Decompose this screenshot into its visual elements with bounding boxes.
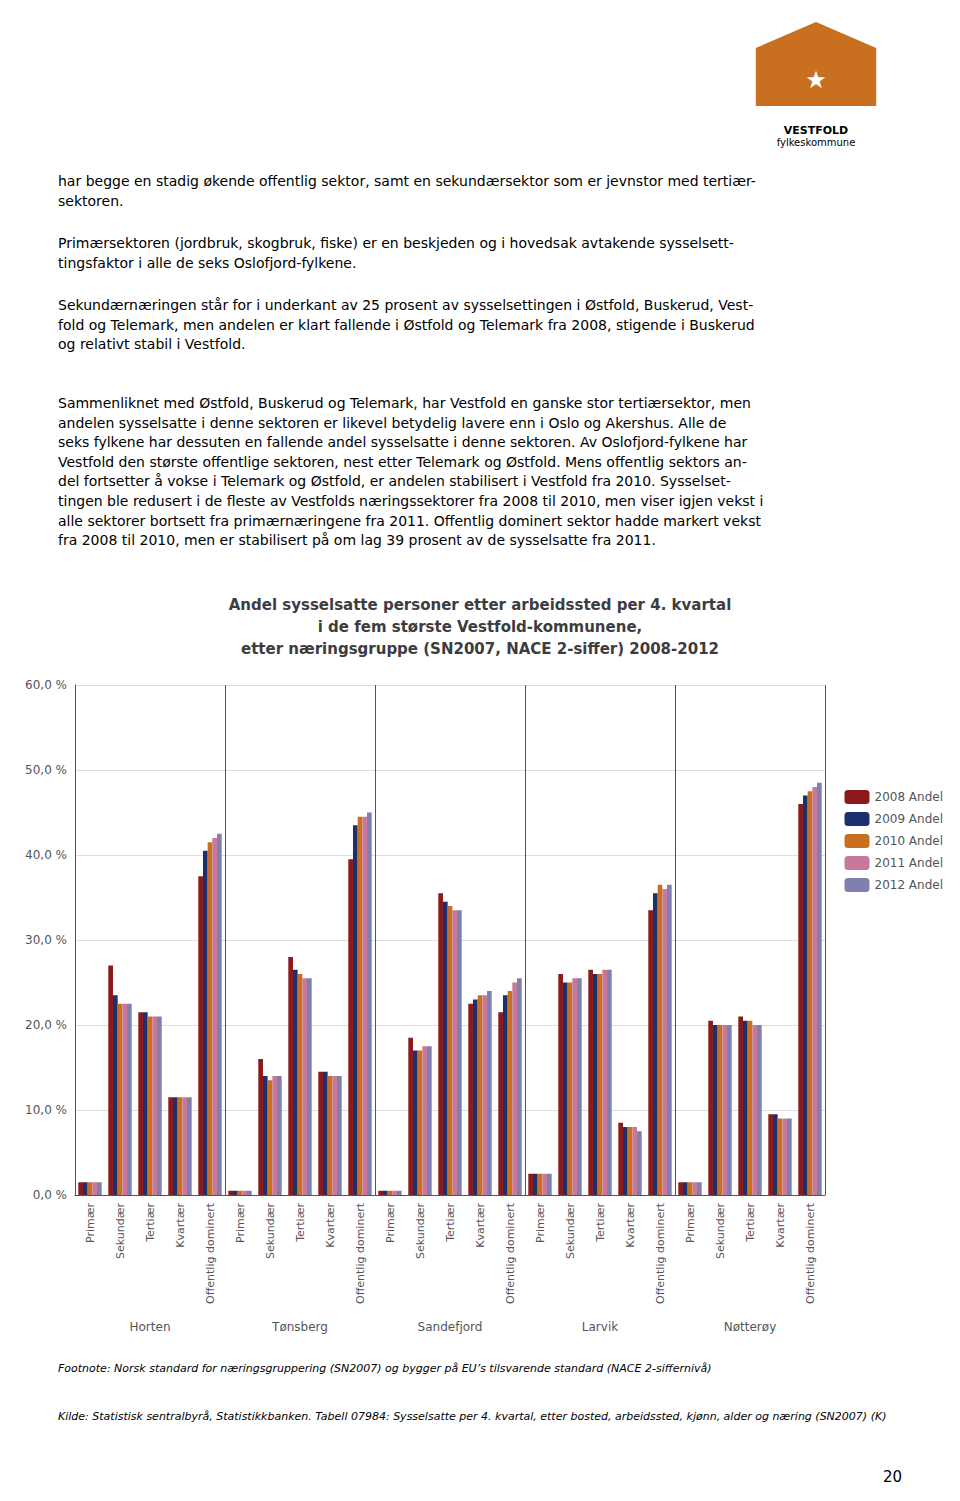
html-text:Sekundærnæringen står for i un: Sekundærnæringen står for i underkant av…	[58, 297, 755, 353]
svg-text:Sandefjord: Sandefjord	[418, 1320, 483, 1334]
svg-text:Horten: Horten	[130, 1320, 171, 1334]
svg-text:2011 Andel: 2011 Andel	[874, 856, 943, 870]
svg-text:Tertiær: Tertiær	[744, 1203, 757, 1243]
svg-text:Andel sysselsatte personer ett: Andel sysselsatte personer etter arbeids…	[229, 596, 732, 614]
svg-text:Offentlig dominert: Offentlig dominert	[654, 1202, 667, 1304]
svg-text:30,0 %: 30,0 %	[25, 933, 67, 947]
svg-text:20,0 %: 20,0 %	[25, 1018, 67, 1032]
svg-text:Primær: Primær	[234, 1203, 247, 1244]
svg-text:Sekundær: Sekundær	[264, 1203, 277, 1260]
html-text:Footnote: Norsk standard for n: Footnote: Norsk standard for næringsgrup…	[58, 1362, 712, 1375]
svg-text:0,0 %: 0,0 %	[33, 1188, 67, 1202]
svg-text:60,0 %: 60,0 %	[25, 678, 67, 692]
svg-text:Tertiær: Tertiær	[144, 1203, 157, 1243]
html-text:20: 20	[882, 1468, 902, 1486]
svg-text:★: ★	[805, 66, 827, 94]
svg-text:2008 Andel: 2008 Andel	[874, 790, 943, 804]
svg-text:Sekundær: Sekundær	[114, 1203, 127, 1260]
svg-text:Kvartær: Kvartær	[624, 1203, 637, 1248]
svg-text:Tønsberg: Tønsberg	[271, 1320, 328, 1334]
svg-text:i de fem største Vestfold-komm: i de fem største Vestfold-kommunene,	[318, 618, 643, 636]
svg-text:Offentlig dominert: Offentlig dominert	[204, 1202, 217, 1304]
svg-text:Offentlig dominert: Offentlig dominert	[354, 1202, 367, 1304]
svg-text:Sekundær: Sekundær	[714, 1203, 727, 1260]
svg-text:Primær: Primær	[534, 1203, 547, 1244]
svg-text:Kvartær: Kvartær	[474, 1203, 487, 1248]
svg-text:2012 Andel: 2012 Andel	[874, 878, 943, 892]
svg-text:2010 Andel: 2010 Andel	[874, 834, 943, 848]
svg-text:50,0 %: 50,0 %	[25, 763, 67, 777]
svg-text:Primær: Primær	[384, 1203, 397, 1244]
svg-text:40,0 %: 40,0 %	[25, 848, 67, 862]
html-text:har begge en stadig økende off: har begge en stadig økende offentlig sek…	[58, 173, 756, 209]
html-text:Primærsektoren (jordbruk, skog: Primærsektoren (jordbruk, skogbruk, fisk…	[58, 235, 734, 271]
svg-text:Larvik: Larvik	[582, 1320, 618, 1334]
svg-text:Primær: Primær	[684, 1203, 697, 1244]
svg-text:10,0 %: 10,0 %	[25, 1103, 67, 1117]
html-text:Sammenliknet med Østfold, Busk: Sammenliknet med Østfold, Buskerud og Te…	[58, 395, 764, 549]
html-text:fylkeskommune: fylkeskommune	[776, 137, 856, 148]
svg-text:Offentlig dominert: Offentlig dominert	[504, 1202, 517, 1304]
svg-text:Sekundær: Sekundær	[564, 1203, 577, 1260]
svg-text:Offentlig dominert: Offentlig dominert	[804, 1202, 817, 1304]
svg-text:Kvartær: Kvartær	[324, 1203, 337, 1248]
svg-text:Tertiær: Tertiær	[294, 1203, 307, 1243]
html-text:Kilde: Statistisk sentralbyrå,: Kilde: Statistisk sentralbyrå, Statistik…	[58, 1410, 887, 1423]
html-text:VESTFOLD: VESTFOLD	[783, 124, 849, 137]
svg-text:2009 Andel: 2009 Andel	[874, 812, 943, 826]
svg-text:Kvartær: Kvartær	[174, 1203, 187, 1248]
svg-text:Tertiær: Tertiær	[594, 1203, 607, 1243]
svg-text:Kvartær: Kvartær	[774, 1203, 787, 1248]
svg-text:Primær: Primær	[84, 1203, 97, 1244]
svg-text:Tertiær: Tertiær	[444, 1203, 457, 1243]
svg-text:etter næringsgruppe (SN2007, N: etter næringsgruppe (SN2007, NACE 2-siff…	[241, 640, 719, 658]
svg-text:Sekundær: Sekundær	[414, 1203, 427, 1260]
svg-text:Nøtterøy: Nøtterøy	[724, 1320, 777, 1334]
